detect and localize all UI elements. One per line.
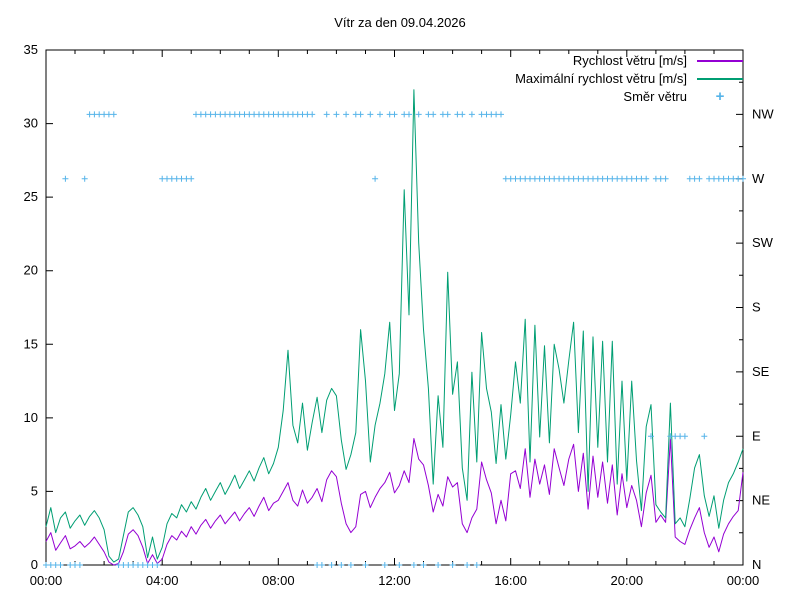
direction-axis-label: NE	[752, 493, 770, 508]
x-axis-ticks	[45, 50, 744, 565]
x-tick-label: 00:00	[727, 573, 760, 588]
y-tick-label: 5	[31, 483, 38, 498]
x-tick-label: 16:00	[494, 573, 527, 588]
direction-axis-label: NW	[752, 106, 774, 121]
wind-direction-markers	[43, 111, 746, 568]
legend: Rychlost větru [m/s] Maximální rychlost …	[515, 53, 743, 104]
legend-item-wind-direction: Směr větru +	[623, 89, 743, 104]
direction-axis-ticks	[736, 49, 743, 566]
y-axis-ticks	[46, 49, 53, 566]
x-tick-label: 04:00	[146, 573, 179, 588]
direction-axis-label: W	[752, 171, 765, 186]
line-sample-icon	[697, 53, 743, 68]
y-tick-label: 25	[24, 189, 38, 204]
direction-axis-label: S	[752, 300, 761, 315]
x-tick-label: 08:00	[262, 573, 295, 588]
max-wind-speed-line	[45, 89, 744, 563]
line-sample-icon	[697, 71, 743, 86]
y-tick-label: 30	[24, 116, 38, 131]
plot-border	[45, 49, 744, 566]
legend-label-avg-speed: Rychlost větru [m/s]	[572, 53, 687, 68]
y-tick-label: 0	[31, 557, 38, 572]
direction-axis-label: N	[752, 557, 761, 572]
legend-label-max-speed: Maximální rychlost větru [m/s]	[515, 71, 687, 86]
avg-wind-speed-line	[45, 438, 744, 566]
x-tick-label: 20:00	[611, 573, 644, 588]
legend-item-max-speed: Maximální rychlost větru [m/s]	[515, 71, 743, 86]
x-tick-label: 12:00	[378, 573, 411, 588]
plus-marker-icon: +	[715, 88, 725, 105]
direction-axis-label: E	[752, 428, 761, 443]
direction-axis-label: SW	[752, 235, 774, 250]
legend-item-avg-speed: Rychlost větru [m/s]	[573, 53, 743, 68]
y-tick-label: 35	[24, 42, 38, 57]
y-tick-label: 15	[24, 336, 38, 351]
x-tick-label: 00:00	[30, 573, 63, 588]
y-tick-label: 10	[24, 410, 38, 425]
direction-axis-label: SE	[752, 364, 770, 379]
y-tick-label: 20	[24, 263, 38, 278]
legend-label-wind-direction: Směr větru	[623, 89, 687, 104]
chart-title: Vítr za den 09.04.2026	[334, 15, 466, 30]
